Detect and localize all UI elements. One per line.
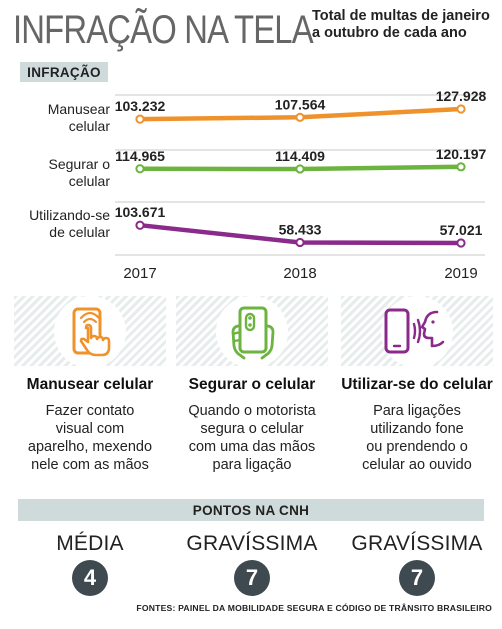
card-title: Segurar o celular bbox=[188, 376, 316, 393]
data-label: 103.671 bbox=[115, 204, 166, 220]
row-label-line: Segurar o bbox=[48, 156, 110, 172]
data-point bbox=[135, 220, 145, 230]
hand-phone-icon bbox=[72, 307, 111, 357]
points-level: MÉDIA bbox=[56, 532, 124, 555]
card-desc-line: com uma das mãos bbox=[188, 439, 316, 455]
data-point bbox=[135, 114, 145, 124]
card-desc-line: Fazer contato bbox=[45, 403, 135, 419]
points-level: GRAVÍSSIMA bbox=[351, 532, 483, 555]
card-desc-line: utilizando fone bbox=[370, 421, 464, 437]
data-label: 103.232 bbox=[115, 98, 166, 114]
x-tick-label: 2017 bbox=[123, 265, 156, 282]
points-badge: 7 bbox=[399, 560, 435, 596]
card-desc-line: celular ao ouvido bbox=[362, 457, 472, 473]
points-level: GRAVÍSSIMA bbox=[186, 532, 318, 555]
subtitle-line: a outubro de cada ano bbox=[312, 25, 467, 41]
points-badge: 4 bbox=[72, 560, 108, 596]
data-label: 57.021 bbox=[440, 222, 483, 238]
page-title: INFRAÇÃO NA TELA bbox=[13, 8, 314, 52]
card-desc-line: Para ligações bbox=[373, 403, 461, 419]
data-point bbox=[456, 104, 466, 114]
x-tick-label: 2019 bbox=[444, 265, 477, 282]
row-label-line: de celular bbox=[49, 224, 110, 240]
card-desc-line: segura o celular bbox=[200, 421, 304, 437]
card-description: Quando o motorista segura o celular com … bbox=[168, 402, 336, 474]
card-description: Para ligações utilizando fone ou prenden… bbox=[333, 402, 501, 474]
card-desc-line: para ligação bbox=[212, 457, 292, 473]
pontos-cnh-label: PONTOS NA CNH bbox=[18, 499, 484, 521]
data-label: 58.433 bbox=[279, 221, 322, 237]
card-desc-line: ou prendendo o bbox=[366, 439, 468, 455]
row-label-line: Manusear bbox=[47, 101, 110, 117]
card-desc-line: Quando o motorista bbox=[188, 403, 316, 419]
data-point bbox=[295, 112, 305, 122]
subtitle-line: Total de multas de janeiro bbox=[312, 8, 490, 24]
row-label-manusear: Manusear celular bbox=[8, 101, 110, 135]
data-point bbox=[456, 238, 466, 248]
icon-circle bbox=[54, 296, 126, 368]
points-badge: 7 bbox=[234, 560, 270, 596]
row-label-line: celular bbox=[68, 173, 110, 189]
phone-speaking-icon bbox=[384, 308, 445, 354]
data-label: 120.197 bbox=[436, 146, 487, 162]
card-desc-line: aparelho, mexendo bbox=[27, 439, 153, 455]
data-point bbox=[295, 237, 305, 248]
x-tick-label: 2018 bbox=[283, 265, 316, 282]
card-description: Fazer contato visual com aparelho, mexen… bbox=[6, 402, 174, 474]
icon-circle bbox=[216, 296, 288, 368]
page-subtitle: Total de multas de janeiro a outubro de … bbox=[312, 8, 497, 42]
data-point bbox=[135, 164, 145, 174]
data-point bbox=[456, 162, 466, 172]
source-note: FONTES: PAINEL DA MOBILIDADE SEGURA E CÓ… bbox=[136, 603, 492, 613]
row-label-line: celular bbox=[68, 118, 110, 134]
card-desc-line: visual com bbox=[55, 421, 125, 437]
card-title: Manusear celular bbox=[26, 376, 154, 393]
data-label: 114.409 bbox=[275, 148, 325, 164]
row-label-segurar: Segurar o celular bbox=[8, 156, 110, 190]
data-label: 127.928 bbox=[436, 88, 487, 104]
holding-phone-icon bbox=[231, 306, 275, 360]
data-label: 107.564 bbox=[275, 96, 326, 112]
data-point bbox=[295, 164, 305, 174]
card-desc-line: nele com as mãos bbox=[31, 457, 149, 473]
data-label: 114.965 bbox=[115, 148, 165, 164]
infracao-label: INFRAÇÃO bbox=[20, 62, 108, 82]
row-label-line: Utilizando-se bbox=[29, 207, 110, 223]
line-chart: 103.232 107.564 127.928 114.965 114.409 120.1… bbox=[115, 88, 487, 282]
icon-circle bbox=[381, 296, 453, 368]
row-label-utilizando: Utilizando-se de celular bbox=[8, 207, 110, 241]
card-title: Utilizar-se do celular bbox=[341, 376, 493, 393]
